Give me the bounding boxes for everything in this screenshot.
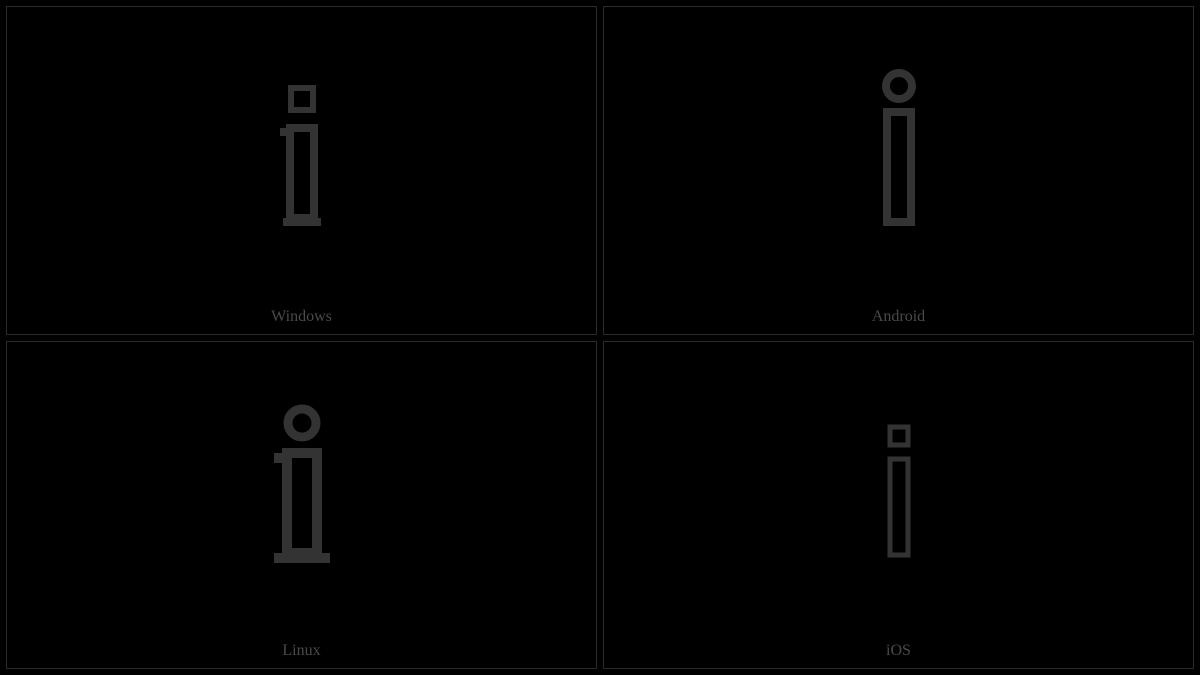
cell-ios: iOS bbox=[603, 341, 1194, 670]
label-windows: Windows bbox=[271, 308, 332, 326]
label-ios: iOS bbox=[886, 642, 911, 660]
glyph-linux bbox=[7, 342, 596, 669]
glyph-windows bbox=[7, 7, 596, 334]
cell-windows: Windows bbox=[6, 6, 597, 335]
label-linux: Linux bbox=[282, 642, 320, 660]
glyph-ios bbox=[604, 342, 1193, 669]
glyph-android bbox=[604, 7, 1193, 334]
label-android: Android bbox=[872, 308, 925, 326]
glyph-grid: Windows Android bbox=[0, 0, 1200, 675]
cell-linux: Linux bbox=[6, 341, 597, 670]
cell-android: Android bbox=[603, 6, 1194, 335]
